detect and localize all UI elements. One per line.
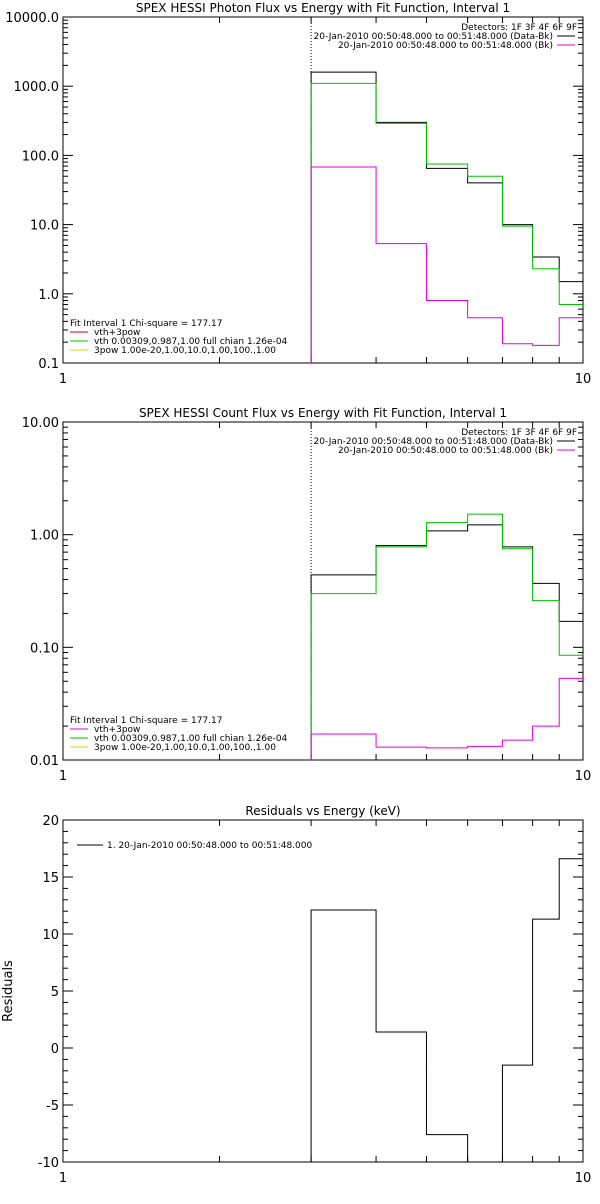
y-tick-label: 0 (51, 1042, 59, 1057)
y-tick-label: 10.00 (22, 416, 59, 431)
chart-panel-1: SPEX HESSI Photon Flux vs Energy with Fi… (5, 1, 591, 387)
x-tick-label: 10 (575, 769, 592, 784)
legend-entry: 20-Jan-2010 00:50:48.000 to 00:51:48.000… (338, 41, 553, 51)
y-tick-label: 5 (51, 985, 59, 1000)
series-1-histogram (310, 858, 583, 1163)
legend-entry: 3pow 1.00e-20,1.00,10.0,1.00,100.,1.00 (94, 346, 276, 356)
series-2-histogram (310, 513, 583, 760)
plot-frame (62, 819, 584, 1163)
series-2-histogram (310, 82, 583, 363)
legend-entry: Fit Interval 1 Chi-square = 177.17 (70, 319, 222, 329)
legend-entry: Detectors: 1F 3F 4F 6F 9F (461, 23, 577, 33)
x-tick-label: 10 (575, 1171, 592, 1186)
y-tick-label: 20 (42, 814, 59, 829)
legend-entry: vth+3pow (94, 328, 140, 338)
legend-entry: 1. 20-Jan-2010 00:50:48.000 to 00:51:48.… (107, 841, 312, 851)
y-tick-label: 0.01 (30, 754, 59, 769)
x-tick-label: 1 (59, 372, 67, 387)
y-tick-label: 10.0 (30, 219, 59, 234)
series-3-histogram (310, 166, 583, 363)
series-1-histogram (310, 71, 583, 363)
legend-entry: Fit Interval 1 Chi-square = 177.17 (70, 716, 222, 726)
plot-frame (62, 421, 584, 761)
chart-title: Residuals vs Energy (keV) (245, 804, 400, 818)
y-tick-label: 10000.0 (5, 11, 59, 26)
series-3-histogram (310, 677, 583, 760)
y-tick-label: 1000.0 (14, 80, 60, 95)
legend-entry: Detectors: 1F 3F 4F 6F 9F (461, 428, 577, 438)
y-tick-label: 10 (42, 928, 59, 943)
y-tick-label: 0.1 (38, 357, 59, 372)
y-tick-label: 0.10 (30, 641, 59, 656)
y-tick-label: -5 (46, 1099, 59, 1114)
y-tick-label: 1.0 (38, 288, 59, 303)
y-tick-label: -10 (38, 1156, 59, 1171)
y-tick-label: 100.0 (22, 149, 59, 164)
chart-title: SPEX HESSI Count Flux vs Energy with Fit… (139, 406, 507, 420)
legend-entry: vth 0.00309,0.987,1.00 full chian 1.26e-… (94, 734, 288, 744)
series-1-histogram (310, 524, 583, 760)
legend-entry: vth+3pow (94, 725, 140, 735)
x-tick-label: 10 (575, 372, 592, 387)
chart-title: SPEX HESSI Photon Flux vs Energy with Fi… (136, 1, 510, 15)
legend-entry: vth 0.00309,0.987,1.00 full chian 1.26e-… (94, 337, 288, 347)
plot-frame (62, 16, 584, 364)
x-tick-label: 1 (59, 769, 67, 784)
legend-entry: 20-Jan-2010 00:50:48.000 to 00:51:48.000… (314, 437, 553, 447)
y-axis-label: Residuals (1, 960, 16, 1022)
legend-entry: 3pow 1.00e-20,1.00,10.0,1.00,100.,1.00 (94, 743, 276, 753)
legend-entry: 20-Jan-2010 00:50:48.000 to 00:51:48.000… (338, 446, 553, 456)
x-tick-label: 1 (59, 1171, 67, 1186)
y-tick-label: 15 (42, 871, 59, 886)
y-tick-label: 1.00 (30, 529, 59, 544)
legend-entry: 20-Jan-2010 00:50:48.000 to 00:51:48.000… (314, 32, 553, 42)
chart-panel-2: SPEX HESSI Count Flux vs Energy with Fit… (22, 406, 591, 784)
chart-panel-3: Residuals vs Energy (keV) -10 -5 0 5 10 15 20 1 1… (1, 804, 591, 1186)
